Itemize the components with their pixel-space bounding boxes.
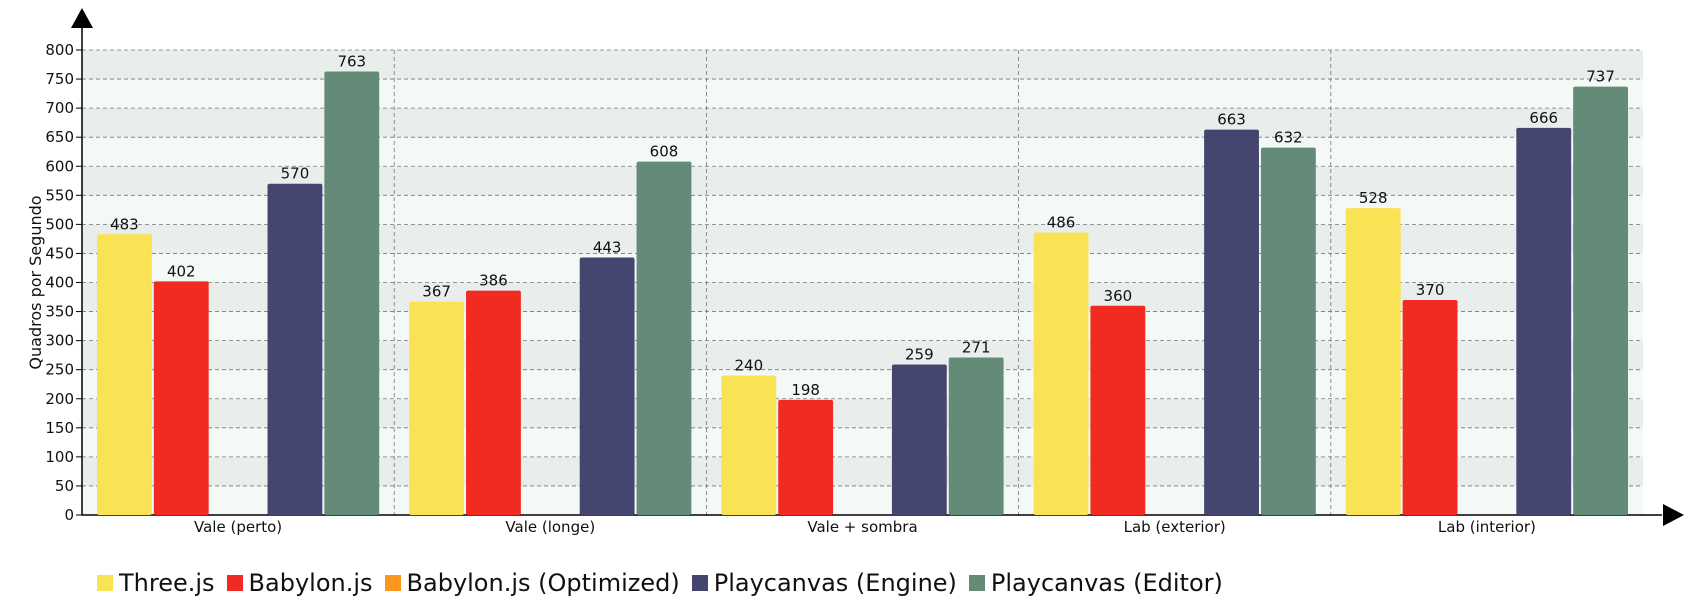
bar	[1402, 299, 1458, 515]
bar	[1204, 129, 1259, 515]
y-tick-label: 400	[45, 274, 74, 292]
data-label: 240	[734, 357, 763, 375]
legend-item: Three.js	[97, 569, 215, 597]
data-label: 486	[1047, 214, 1076, 232]
bar	[579, 257, 635, 515]
x-tick-label: Vale (perto)	[194, 518, 282, 536]
bar	[324, 71, 380, 515]
plot-band	[82, 137, 1643, 167]
legend-item: Babylon.js (Optimized)	[384, 569, 680, 597]
data-label: 443	[593, 239, 622, 257]
data-label: 367	[422, 283, 451, 301]
data-label: 528	[1359, 189, 1388, 207]
bar	[1090, 305, 1146, 515]
x-tick-label: Lab (exterior)	[1124, 518, 1226, 536]
y-tick-label: 800	[45, 41, 74, 59]
y-tick-label: 650	[45, 128, 74, 146]
y-tick-label: 750	[45, 70, 74, 88]
plot-band	[82, 50, 1643, 80]
bar	[267, 183, 323, 515]
data-label: 198	[791, 381, 820, 399]
legend-item: Playcanvas (Editor)	[968, 569, 1223, 597]
y-tick-label: 550	[45, 186, 74, 204]
plot-band	[82, 79, 1643, 109]
data-label: 763	[337, 53, 366, 71]
bar	[636, 161, 692, 515]
data-label: 386	[479, 272, 508, 290]
y-tick-label: 700	[45, 99, 74, 117]
bar	[721, 375, 777, 515]
legend-label: Playcanvas (Editor)	[990, 569, 1223, 597]
legend-label: Playcanvas (Engine)	[713, 569, 957, 597]
legend-label: Three.js	[119, 569, 215, 597]
legend-label: Babylon.js (Optimized)	[406, 569, 680, 597]
y-axis-label: Quadros por Segundo	[26, 195, 45, 369]
y-tick-label: 150	[45, 419, 74, 437]
legend-item: Playcanvas (Engine)	[691, 569, 957, 597]
x-axis-arrow	[1663, 504, 1684, 526]
data-label: 608	[650, 143, 679, 161]
y-tick-label: 500	[45, 215, 74, 233]
y-tick-label: 350	[45, 303, 74, 321]
legend-swatch	[226, 575, 243, 591]
data-label: 632	[1274, 129, 1303, 147]
plot-band	[82, 108, 1643, 138]
bar	[1345, 208, 1401, 515]
legend-swatch	[691, 575, 708, 591]
y-tick-label: 250	[45, 361, 74, 379]
bar	[97, 234, 152, 515]
legend-item: Babylon.js	[226, 569, 373, 597]
data-label: 666	[1529, 109, 1558, 127]
y-tick-label: 100	[45, 448, 74, 466]
bar	[466, 290, 521, 515]
bar	[948, 357, 1004, 515]
legend-label: Babylon.js	[248, 569, 373, 597]
y-axis-arrow	[71, 8, 93, 28]
bar	[153, 281, 209, 515]
data-label: 737	[1586, 68, 1615, 86]
bar	[891, 364, 947, 515]
data-label: 259	[905, 345, 934, 363]
bar	[1516, 127, 1572, 515]
y-tick-label: 450	[45, 244, 74, 262]
legend-swatch	[384, 575, 401, 591]
legend-swatch	[97, 575, 113, 591]
data-label: 370	[1416, 281, 1445, 299]
y-tick-label: 200	[45, 390, 74, 408]
data-label: 483	[110, 215, 139, 233]
data-label: 271	[962, 338, 991, 356]
legend-swatch	[968, 575, 985, 591]
x-tick-label: Vale (longe)	[505, 518, 595, 536]
y-tick-label: 600	[45, 157, 74, 175]
bar	[409, 301, 465, 515]
y-tick-label: 50	[55, 477, 74, 495]
data-label: 570	[281, 165, 310, 183]
legend: Three.js Babylon.js Babylon.js (Optimized)…	[97, 563, 1229, 603]
bar	[1260, 147, 1316, 515]
y-tick-label: 0	[64, 506, 74, 524]
data-label: 663	[1217, 111, 1246, 129]
data-label: 360	[1104, 287, 1133, 305]
x-tick-label: Lab (interior)	[1438, 518, 1536, 536]
x-tick-label: Vale + sombra	[807, 518, 917, 536]
y-tick-label: 300	[45, 332, 74, 350]
bar	[778, 399, 834, 515]
bar	[1573, 86, 1628, 516]
data-label: 402	[167, 262, 196, 280]
bar	[1033, 232, 1089, 515]
